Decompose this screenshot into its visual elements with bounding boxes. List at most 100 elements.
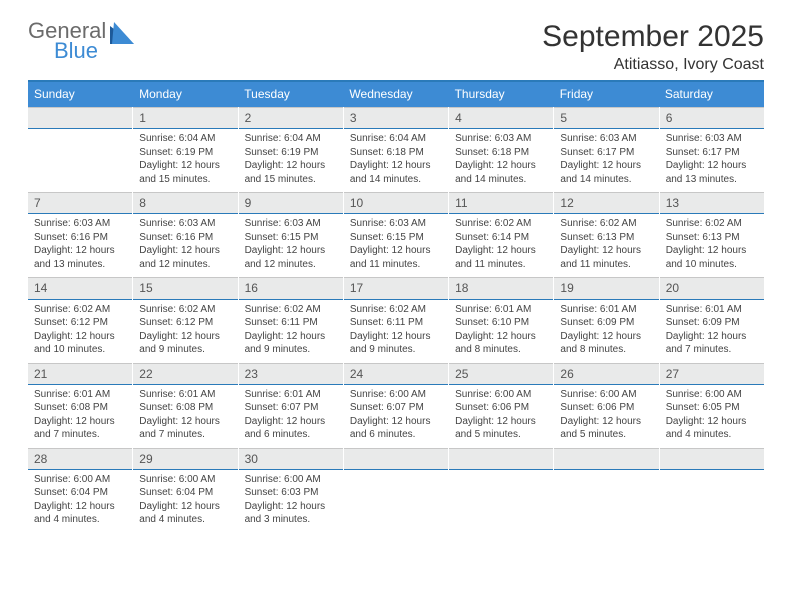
daylight-line: Daylight: 12 hours and 5 minutes. [560,415,652,442]
brand-logo: General Blue [28,20,134,62]
sunrise-line: Sunrise: 6:02 AM [666,217,758,231]
day-cell: 6Sunrise: 6:03 AMSunset: 6:17 PMDaylight… [660,107,764,192]
day-body: Sunrise: 6:03 AMSunset: 6:16 PMDaylight:… [133,214,237,277]
day-cell: 22Sunrise: 6:01 AMSunset: 6:08 PMDayligh… [133,363,238,448]
day-body: Sunrise: 6:01 AMSunset: 6:10 PMDaylight:… [449,300,553,363]
sunset-line: Sunset: 6:04 PM [34,486,126,500]
daylight-line: Daylight: 12 hours and 12 minutes. [245,244,337,271]
sunrise-line: Sunrise: 6:01 AM [245,388,337,402]
daylight-line: Daylight: 12 hours and 10 minutes. [34,330,126,357]
daylight-line: Daylight: 12 hours and 11 minutes. [350,244,442,271]
daynum: 28 [28,448,132,470]
day-body: Sunrise: 6:03 AMSunset: 6:17 PMDaylight:… [660,129,764,192]
day-cell [554,448,659,533]
daynum-empty [344,448,448,470]
day-body: Sunrise: 6:00 AMSunset: 6:06 PMDaylight:… [449,385,553,448]
daynum-empty [28,107,132,129]
day-cell: 18Sunrise: 6:01 AMSunset: 6:10 PMDayligh… [449,277,554,362]
daynum: 17 [344,277,448,299]
daylight-line: Daylight: 12 hours and 8 minutes. [560,330,652,357]
sunrise-line: Sunrise: 6:04 AM [350,132,442,146]
daylight-line: Daylight: 12 hours and 13 minutes. [34,244,126,271]
daylight-line: Daylight: 12 hours and 7 minutes. [139,415,231,442]
daylight-line: Daylight: 12 hours and 5 minutes. [455,415,547,442]
sunrise-line: Sunrise: 6:02 AM [139,303,231,317]
day-cell [449,448,554,533]
sunrise-line: Sunrise: 6:02 AM [34,303,126,317]
day-body: Sunrise: 6:01 AMSunset: 6:07 PMDaylight:… [239,385,343,448]
daylight-line: Daylight: 12 hours and 15 minutes. [139,159,231,186]
daylight-line: Daylight: 12 hours and 7 minutes. [666,330,758,357]
day-cell: 14Sunrise: 6:02 AMSunset: 6:12 PMDayligh… [28,277,133,362]
day-body: Sunrise: 6:02 AMSunset: 6:11 PMDaylight:… [239,300,343,363]
day-body-empty [28,129,132,187]
brand-line2: Blue [54,40,106,62]
sunset-line: Sunset: 6:08 PM [34,401,126,415]
daynum: 30 [239,448,343,470]
sunset-line: Sunset: 6:12 PM [139,316,231,330]
day-body: Sunrise: 6:02 AMSunset: 6:14 PMDaylight:… [449,214,553,277]
sunset-line: Sunset: 6:07 PM [245,401,337,415]
day-cell: 1Sunrise: 6:04 AMSunset: 6:19 PMDaylight… [133,107,238,192]
sunset-line: Sunset: 6:05 PM [666,401,758,415]
sunrise-line: Sunrise: 6:00 AM [455,388,547,402]
week-row: 7Sunrise: 6:03 AMSunset: 6:16 PMDaylight… [28,192,764,277]
day-cell: 10Sunrise: 6:03 AMSunset: 6:15 PMDayligh… [344,192,449,277]
day-cell: 28Sunrise: 6:00 AMSunset: 6:04 PMDayligh… [28,448,133,533]
day-cell: 9Sunrise: 6:03 AMSunset: 6:15 PMDaylight… [239,192,344,277]
day-cell: 13Sunrise: 6:02 AMSunset: 6:13 PMDayligh… [660,192,764,277]
daynum: 6 [660,107,764,129]
daynum: 11 [449,192,553,214]
sunrise-line: Sunrise: 6:00 AM [666,388,758,402]
day-cell: 16Sunrise: 6:02 AMSunset: 6:11 PMDayligh… [239,277,344,362]
sunrise-line: Sunrise: 6:04 AM [245,132,337,146]
sunset-line: Sunset: 6:11 PM [245,316,337,330]
daylight-line: Daylight: 12 hours and 10 minutes. [666,244,758,271]
sunset-line: Sunset: 6:16 PM [34,231,126,245]
day-cell: 15Sunrise: 6:02 AMSunset: 6:12 PMDayligh… [133,277,238,362]
daynum: 3 [344,107,448,129]
day-cell: 5Sunrise: 6:03 AMSunset: 6:17 PMDaylight… [554,107,659,192]
day-body: Sunrise: 6:00 AMSunset: 6:07 PMDaylight:… [344,385,448,448]
daynum: 12 [554,192,658,214]
sunset-line: Sunset: 6:03 PM [245,486,337,500]
daylight-line: Daylight: 12 hours and 4 minutes. [139,500,231,527]
day-body: Sunrise: 6:03 AMSunset: 6:17 PMDaylight:… [554,129,658,192]
day-cell: 21Sunrise: 6:01 AMSunset: 6:08 PMDayligh… [28,363,133,448]
sunrise-line: Sunrise: 6:01 AM [34,388,126,402]
daynum: 27 [660,363,764,385]
sunset-line: Sunset: 6:16 PM [139,231,231,245]
sunset-line: Sunset: 6:11 PM [350,316,442,330]
day-cell: 23Sunrise: 6:01 AMSunset: 6:07 PMDayligh… [239,363,344,448]
daylight-line: Daylight: 12 hours and 11 minutes. [455,244,547,271]
daynum-empty [660,448,764,470]
day-body: Sunrise: 6:04 AMSunset: 6:18 PMDaylight:… [344,129,448,192]
day-body: Sunrise: 6:02 AMSunset: 6:12 PMDaylight:… [133,300,237,363]
sunrise-line: Sunrise: 6:00 AM [34,473,126,487]
daynum: 19 [554,277,658,299]
weekday-col-3: Wednesday [343,82,448,106]
day-body-empty [449,470,553,528]
day-body: Sunrise: 6:02 AMSunset: 6:11 PMDaylight:… [344,300,448,363]
daynum: 18 [449,277,553,299]
sunrise-line: Sunrise: 6:04 AM [139,132,231,146]
day-cell: 26Sunrise: 6:00 AMSunset: 6:06 PMDayligh… [554,363,659,448]
daylight-line: Daylight: 12 hours and 9 minutes. [245,330,337,357]
daylight-line: Daylight: 12 hours and 6 minutes. [350,415,442,442]
day-body: Sunrise: 6:00 AMSunset: 6:04 PMDaylight:… [28,470,132,533]
weekday-col-2: Tuesday [238,82,343,106]
sunset-line: Sunset: 6:19 PM [139,146,231,160]
day-body: Sunrise: 6:02 AMSunset: 6:13 PMDaylight:… [554,214,658,277]
daylight-line: Daylight: 12 hours and 7 minutes. [34,415,126,442]
calendar: SundayMondayTuesdayWednesdayThursdayFrid… [28,82,764,533]
day-cell: 12Sunrise: 6:02 AMSunset: 6:13 PMDayligh… [554,192,659,277]
header: General Blue September 2025 Atitiasso, I… [28,20,764,74]
sunset-line: Sunset: 6:09 PM [560,316,652,330]
day-body: Sunrise: 6:01 AMSunset: 6:08 PMDaylight:… [28,385,132,448]
sunset-line: Sunset: 6:13 PM [666,231,758,245]
sunrise-line: Sunrise: 6:02 AM [245,303,337,317]
page-title: September 2025 [542,20,764,54]
weekday-col-6: Saturday [659,82,764,106]
day-cell: 29Sunrise: 6:00 AMSunset: 6:04 PMDayligh… [133,448,238,533]
sunrise-line: Sunrise: 6:03 AM [666,132,758,146]
